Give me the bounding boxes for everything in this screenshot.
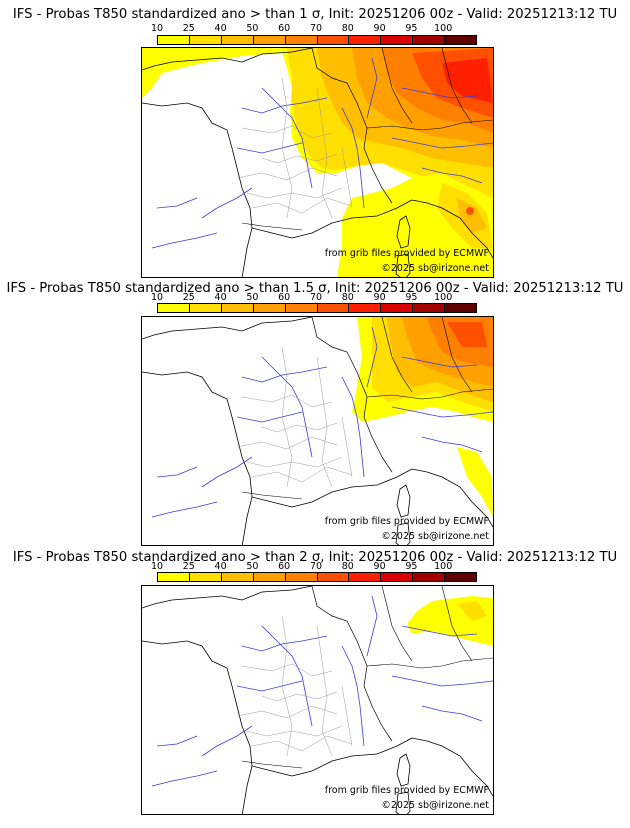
colorbar-segment bbox=[349, 573, 382, 581]
probability-map: from grib files provided by ECMWF ©2025 … bbox=[141, 47, 494, 278]
credit-source: from grib files provided by ECMWF bbox=[324, 248, 489, 259]
colorbar-segment bbox=[158, 573, 190, 581]
credit-copyright: ©2025 sb@irizone.net bbox=[381, 531, 489, 542]
colorbar-segment bbox=[221, 573, 254, 581]
colorbar-segment bbox=[445, 573, 477, 581]
colorbar-labels: 10 25 40 50 60 70 80 90 95 100 bbox=[140, 292, 490, 303]
colorbar-segment bbox=[285, 36, 318, 44]
colorbar-tick-label: 40 bbox=[214, 23, 227, 34]
panel-1sigma: IFS - Probas T850 standardized ano > tha… bbox=[0, 0, 630, 278]
panel-1-5sigma: IFS - Probas T850 standardized ano > tha… bbox=[0, 275, 630, 546]
colorbar-segment bbox=[381, 304, 414, 312]
colorbar-tick-label: 95 bbox=[405, 292, 418, 303]
probability-map: from grib files provided by ECMWF ©2025 … bbox=[141, 316, 494, 546]
colorbar-segment bbox=[285, 304, 318, 312]
colorbar-segment bbox=[253, 304, 286, 312]
colorbar-segment bbox=[158, 36, 190, 44]
colorbar-tick-label: 80 bbox=[341, 292, 354, 303]
colorbar-tick-label: 60 bbox=[278, 292, 291, 303]
panel-title: IFS - Probas T850 standardized ano > tha… bbox=[6, 281, 624, 296]
colorbar-segment bbox=[189, 573, 222, 581]
map-graphic bbox=[142, 48, 493, 277]
colorbar-tick-label: 90 bbox=[373, 23, 386, 34]
colorbar-tick-label: 70 bbox=[309, 292, 323, 303]
colorbar-segment bbox=[317, 304, 350, 312]
credit-copyright: ©2025 sb@irizone.net bbox=[381, 800, 489, 811]
credit-source: from grib files provided by ECMWF bbox=[324, 516, 489, 527]
colorbar-tick-label: 90 bbox=[373, 561, 386, 572]
colorbar-tick-label: 25 bbox=[182, 561, 195, 572]
colorbar-tick-label: 80 bbox=[341, 561, 354, 572]
colorbar-segment bbox=[381, 36, 414, 44]
colorbar-tick-label: 95 bbox=[405, 23, 418, 34]
colorbar-segment bbox=[221, 36, 254, 44]
credit-copyright: ©2025 sb@irizone.net bbox=[381, 263, 489, 274]
map-graphic bbox=[142, 586, 493, 814]
colorbar-segment bbox=[413, 304, 446, 312]
colorbar-segment bbox=[253, 573, 286, 581]
colorbar-tick-label: 10 bbox=[150, 561, 164, 572]
colorbar-tick-label: 95 bbox=[405, 561, 418, 572]
colorbar bbox=[157, 303, 477, 313]
panel-title: IFS - Probas T850 standardized ano > tha… bbox=[12, 550, 618, 565]
colorbar-tick-label: 60 bbox=[278, 23, 291, 34]
colorbar-segment bbox=[413, 36, 446, 44]
colorbar-segment bbox=[189, 304, 222, 312]
colorbar-tick-label: 40 bbox=[214, 561, 227, 572]
colorbar-labels: 10 25 40 50 60 70 80 90 95 100 bbox=[140, 561, 490, 572]
panel-2sigma: IFS - Probas T850 standardized ano > tha… bbox=[0, 545, 630, 815]
colorbar-tick-label: 25 bbox=[182, 292, 195, 303]
colorbar bbox=[157, 572, 477, 582]
colorbar-tick-label: 90 bbox=[373, 292, 386, 303]
colorbar-segment bbox=[221, 304, 254, 312]
colorbar-segment bbox=[285, 573, 318, 581]
colorbar-segment bbox=[158, 304, 190, 312]
colorbar-segment bbox=[253, 36, 286, 44]
colorbar-tick-label: 25 bbox=[182, 23, 195, 34]
colorbar-tick-label: 10 bbox=[150, 23, 164, 34]
colorbar-tick-label: 100 bbox=[434, 561, 453, 572]
colorbar-segment bbox=[381, 573, 414, 581]
colorbar bbox=[157, 35, 477, 45]
colorbar-segment bbox=[349, 36, 382, 44]
colorbar-tick-label: 50 bbox=[246, 561, 259, 572]
colorbar-segment bbox=[445, 304, 477, 312]
colorbar-tick-label: 70 bbox=[309, 23, 323, 34]
colorbar-segment bbox=[189, 36, 222, 44]
credit-source: from grib files provided by ECMWF bbox=[324, 785, 489, 796]
colorbar-labels: 10 25 40 50 60 70 80 90 95 100 bbox=[140, 23, 490, 34]
panel-title: IFS - Probas T850 standardized ano > tha… bbox=[12, 7, 618, 22]
colorbar-tick-label: 10 bbox=[150, 292, 164, 303]
colorbar-tick-label: 60 bbox=[278, 561, 291, 572]
colorbar-segment bbox=[445, 36, 477, 44]
colorbar-segment bbox=[317, 573, 350, 581]
colorbar-tick-label: 70 bbox=[309, 561, 323, 572]
colorbar-segment bbox=[349, 304, 382, 312]
map-graphic bbox=[142, 317, 493, 545]
colorbar-tick-label: 100 bbox=[434, 23, 453, 34]
colorbar-tick-label: 50 bbox=[246, 292, 259, 303]
colorbar-tick-label: 80 bbox=[341, 23, 354, 34]
colorbar-segment bbox=[413, 573, 446, 581]
colorbar-tick-label: 40 bbox=[214, 292, 227, 303]
colorbar-segment bbox=[317, 36, 350, 44]
colorbar-tick-label: 100 bbox=[434, 292, 453, 303]
probability-map: from grib files provided by ECMWF ©2025 … bbox=[141, 585, 494, 815]
colorbar-tick-label: 50 bbox=[246, 23, 259, 34]
